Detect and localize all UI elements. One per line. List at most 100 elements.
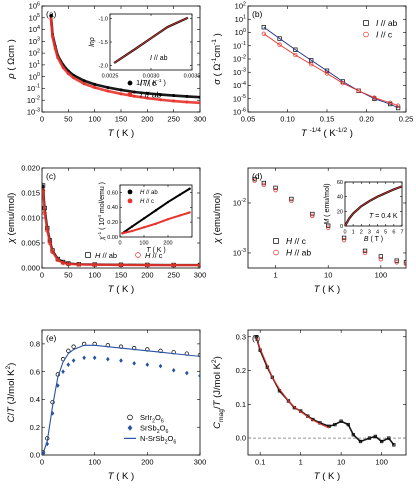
data-point bbox=[403, 261, 406, 267]
label-part: ) bbox=[212, 356, 223, 359]
data-point bbox=[261, 180, 267, 186]
data-point bbox=[82, 79, 86, 83]
legend-label: I // ab bbox=[140, 90, 162, 100]
data-point bbox=[395, 105, 401, 111]
label-part: ( 10 bbox=[99, 218, 106, 232]
x-tick-label: 100 bbox=[88, 115, 101, 124]
tick-exponent: -3 bbox=[241, 68, 246, 74]
data-point bbox=[395, 103, 401, 108]
data-point bbox=[118, 262, 124, 268]
inset-fit-line bbox=[344, 186, 403, 227]
legend-swatch bbox=[127, 92, 133, 97]
x-tick-label: 100 bbox=[88, 458, 101, 467]
label-part: ( K bbox=[146, 80, 157, 87]
label-part: // ab bbox=[292, 248, 311, 258]
label-part: T bbox=[6, 406, 17, 413]
label-part: B bbox=[364, 236, 369, 243]
plot-frame bbox=[41, 329, 201, 456]
data-point bbox=[51, 35, 55, 39]
y-tick-label: 10-2 bbox=[233, 198, 246, 207]
x-tick-label: 6 bbox=[392, 230, 395, 236]
label-part: 6 bbox=[161, 418, 164, 424]
data-point bbox=[277, 42, 282, 47]
x-tick-label: 1 bbox=[299, 458, 303, 467]
y-tick-label: 0.020 bbox=[21, 164, 40, 173]
inset-bg bbox=[110, 14, 192, 70]
data-point bbox=[261, 25, 266, 30]
data-point bbox=[286, 399, 291, 403]
tick-base: 10 bbox=[29, 72, 37, 81]
tick-base: 10 bbox=[233, 68, 241, 77]
data-point bbox=[362, 248, 368, 254]
y-tick-label: 106 bbox=[29, 1, 40, 10]
data-point bbox=[119, 88, 123, 92]
panel-label: (b) bbox=[252, 9, 263, 19]
y-tick-label: 0.20 bbox=[107, 220, 118, 226]
label-part: T bbox=[212, 399, 223, 406]
y-axis-label: C/T (J/mol K2) bbox=[5, 363, 17, 423]
y-tick-label: 101 bbox=[29, 60, 40, 69]
label-part: T bbox=[108, 284, 115, 295]
x-tick-label: 250 bbox=[167, 271, 180, 280]
tick-exponent: 2 bbox=[37, 48, 40, 54]
label-part: ) bbox=[162, 80, 166, 87]
label-part: T bbox=[369, 213, 374, 220]
y-axis-label: χ (emu/mol) bbox=[212, 193, 223, 245]
label-part: 2 bbox=[165, 439, 168, 445]
plot-frame bbox=[344, 181, 403, 227]
inset-data-point bbox=[142, 217, 146, 220]
y-axis-label: Cmag/T (J/mol K2) bbox=[211, 356, 225, 429]
tick-exponent: 2 bbox=[243, 1, 246, 7]
data-point bbox=[356, 88, 361, 93]
label-part: ( emu/mol) bbox=[324, 183, 331, 218]
tick-exponent: 1 bbox=[243, 15, 246, 21]
data-point bbox=[106, 86, 110, 90]
data-point bbox=[197, 352, 200, 358]
data-point bbox=[185, 370, 189, 376]
y-tick-label: 0.010 bbox=[21, 214, 40, 223]
x-tick-label: 10 bbox=[324, 271, 332, 280]
label-part: ( K ) bbox=[320, 284, 341, 295]
label-part: -1 bbox=[157, 78, 162, 84]
tick-exponent: -1 bbox=[35, 84, 40, 90]
y-tick-label: 10-1 bbox=[27, 84, 40, 93]
data-point bbox=[158, 363, 163, 369]
label-part: mag bbox=[218, 409, 225, 422]
label-part: χ bbox=[99, 236, 106, 241]
data-point bbox=[49, 14, 53, 18]
x-tick-label: 2 bbox=[360, 230, 363, 236]
y-tick-label: 0.015 bbox=[21, 189, 40, 198]
tick-base: 10 bbox=[29, 61, 37, 70]
legend-swatch bbox=[363, 20, 369, 26]
legend-swatch bbox=[85, 252, 91, 258]
inset-x-label: T ( K ) bbox=[146, 247, 165, 254]
label-part: N-SrSb bbox=[140, 434, 165, 443]
tick-exponent: 0 bbox=[243, 28, 246, 34]
label-part: ( K ) bbox=[320, 471, 341, 482]
label-part: H bbox=[140, 199, 145, 205]
legend-swatch bbox=[127, 424, 133, 431]
y-tick-label: 10-3 bbox=[233, 248, 246, 257]
data-point bbox=[310, 213, 315, 219]
data-point bbox=[66, 261, 71, 267]
data-point bbox=[378, 254, 384, 259]
inset-data-point bbox=[130, 225, 134, 228]
tick-base: 10 bbox=[235, 15, 243, 24]
y-axis-label: σ ( Ω-1cm-1 ) bbox=[211, 33, 223, 85]
data-point bbox=[145, 262, 150, 268]
data-point bbox=[388, 101, 393, 107]
data-layer bbox=[261, 25, 401, 111]
y-tick-label: 20 bbox=[337, 209, 343, 215]
plot-frame bbox=[119, 184, 193, 238]
tick-base: 10 bbox=[235, 2, 243, 11]
tick-base: 10 bbox=[29, 37, 37, 46]
label-part: 2 bbox=[5, 366, 12, 370]
legend-swatch bbox=[135, 252, 141, 258]
x-tick-label: 5 bbox=[384, 230, 387, 236]
label-part: 6 bbox=[173, 439, 176, 445]
data-point bbox=[394, 260, 399, 265]
label-part: = 0.4 K bbox=[373, 213, 398, 220]
label-part: T bbox=[314, 284, 321, 295]
x-tick-label: 50 bbox=[64, 271, 72, 280]
